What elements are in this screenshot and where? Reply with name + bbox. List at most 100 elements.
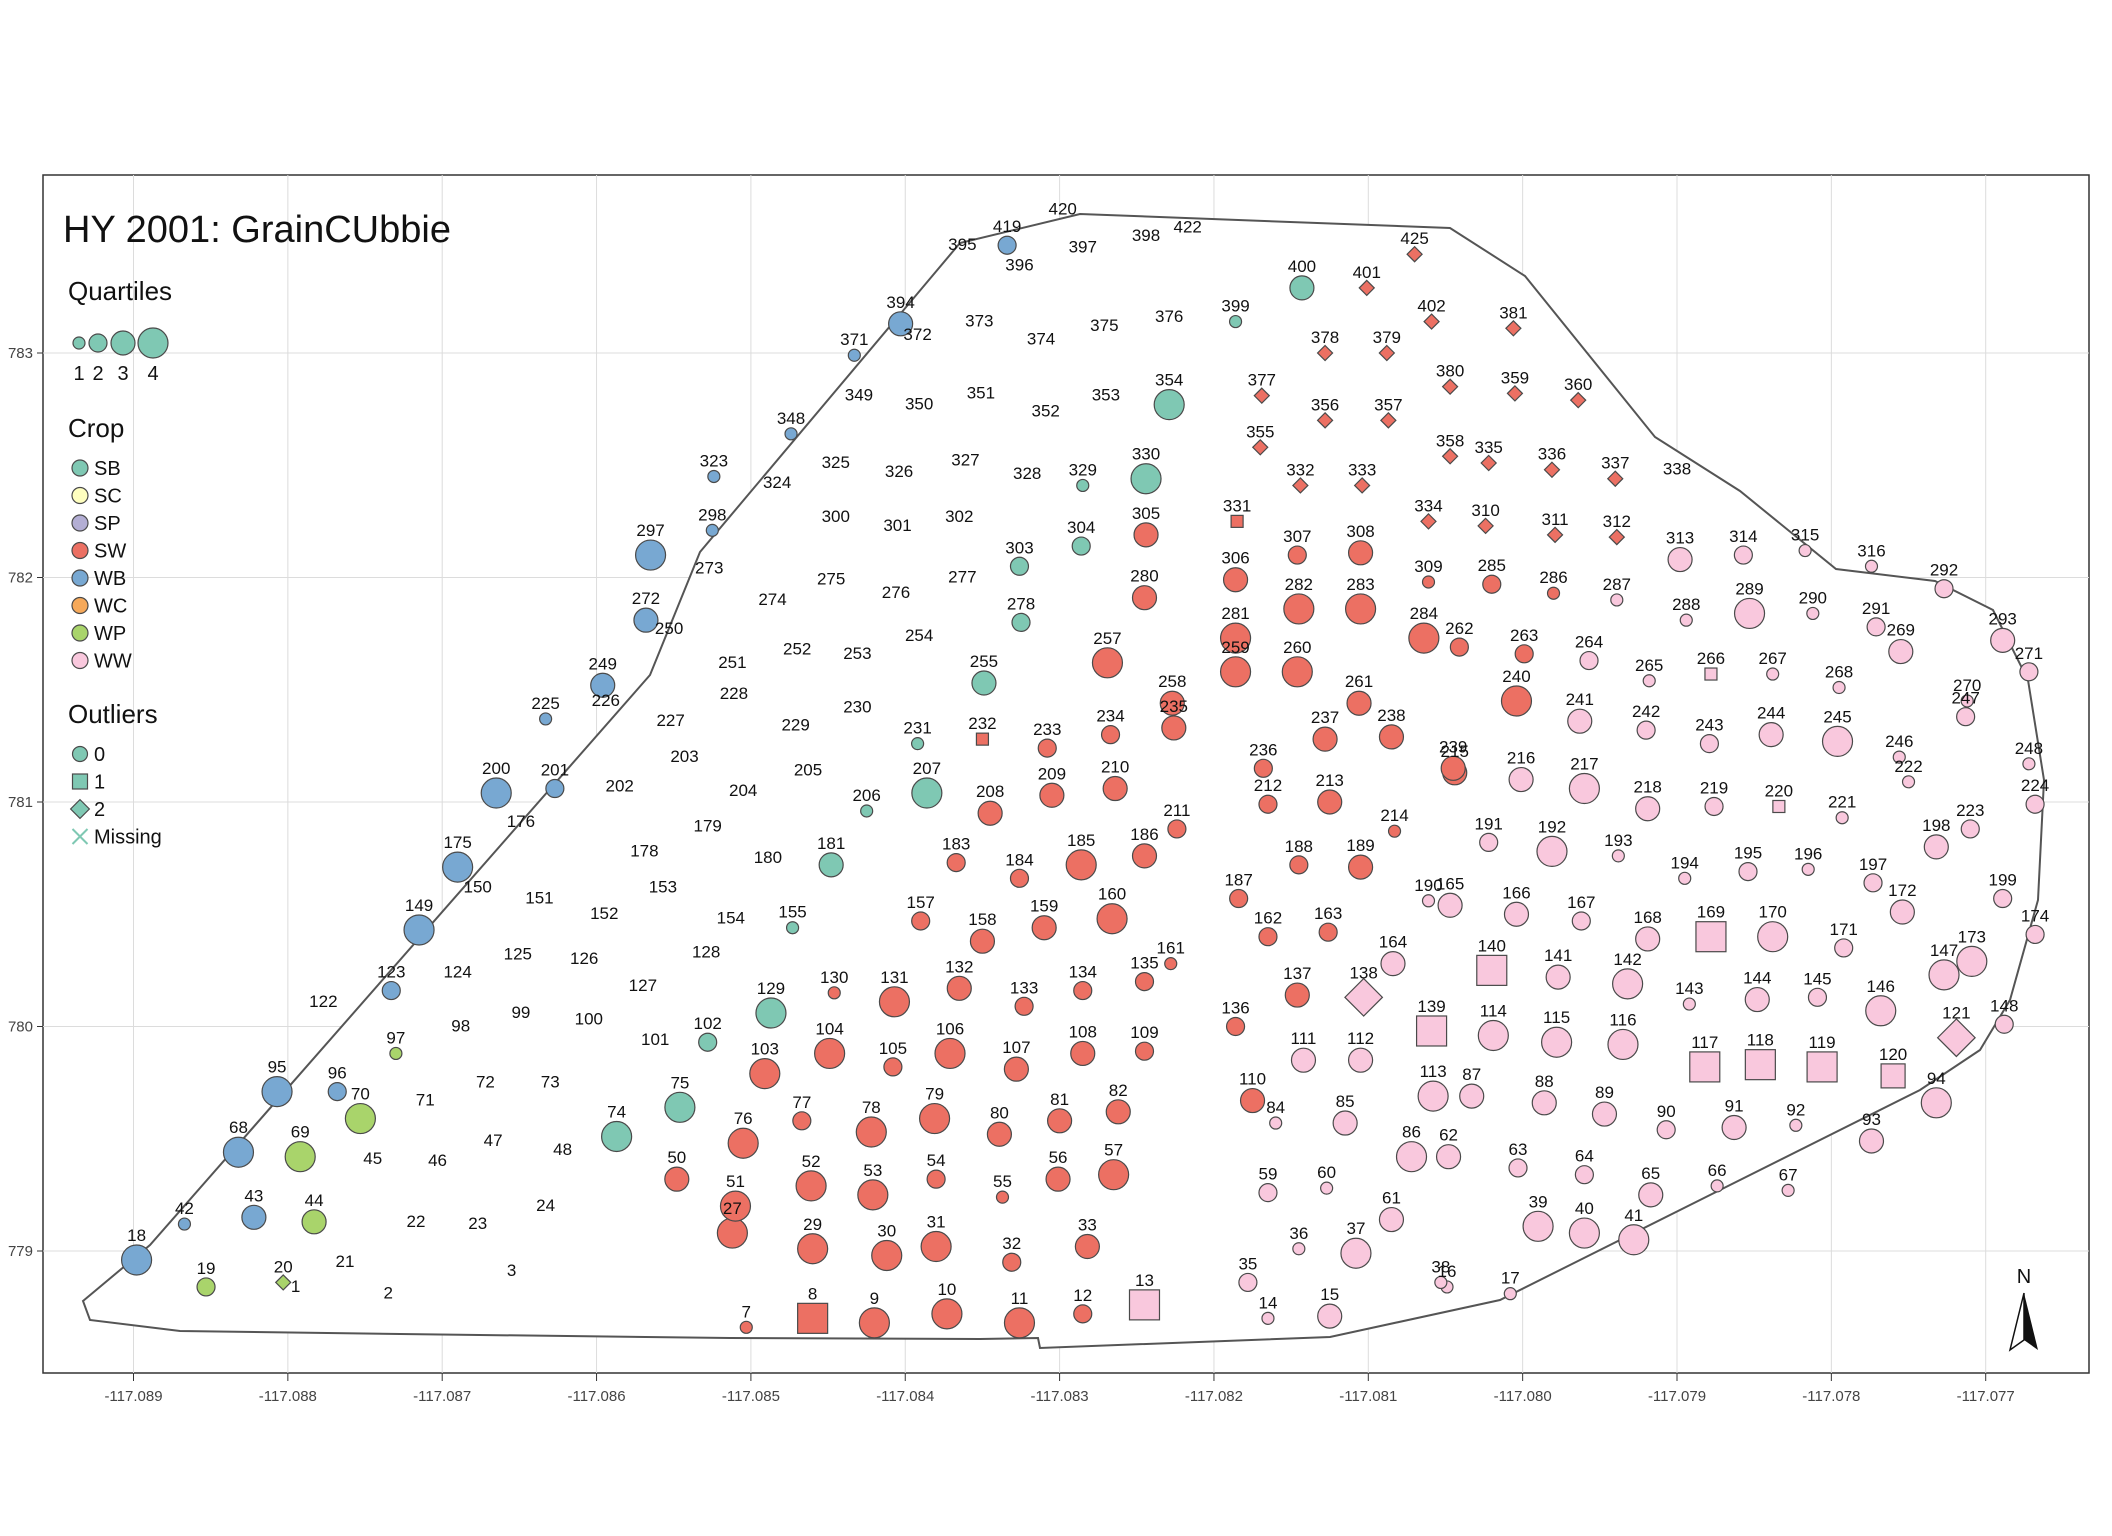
sample-label-47: 47 bbox=[484, 1131, 503, 1150]
sample-label-349: 349 bbox=[845, 386, 873, 405]
outlier-legend-key-missing bbox=[71, 828, 89, 845]
sample-label-140: 140 bbox=[1478, 936, 1506, 955]
sample-label-39: 39 bbox=[1529, 1192, 1548, 1211]
sample-point-68 bbox=[222, 1136, 255, 1168]
sample-point-86 bbox=[1395, 1141, 1428, 1173]
sample-point-330 bbox=[1130, 463, 1162, 495]
sample-label-100: 100 bbox=[575, 1010, 603, 1029]
sample-point-249 bbox=[590, 672, 616, 698]
sample-label-394: 394 bbox=[886, 293, 914, 312]
sample-label-73: 73 bbox=[541, 1073, 560, 1092]
sample-point-54 bbox=[926, 1169, 946, 1189]
sample-point-311 bbox=[1546, 526, 1564, 544]
sample-point-224 bbox=[2025, 794, 2045, 814]
sample-point-323 bbox=[707, 469, 721, 484]
sample-point-359 bbox=[1506, 385, 1524, 402]
sample-label-119: 119 bbox=[1809, 1033, 1836, 1052]
sample-label-130: 130 bbox=[820, 968, 848, 987]
sample-label-136: 136 bbox=[1221, 999, 1249, 1018]
sample-point-32 bbox=[1002, 1252, 1022, 1272]
sample-label-266: 266 bbox=[1697, 649, 1725, 668]
sample-label-2: 2 bbox=[383, 1284, 392, 1303]
sample-point-51 bbox=[719, 1190, 752, 1222]
sample-point-42 bbox=[177, 1217, 192, 1231]
sample-label-198: 198 bbox=[1922, 816, 1950, 835]
sample-point-378 bbox=[1316, 344, 1334, 362]
crop-legend-label-wp: WP bbox=[94, 623, 126, 645]
sample-point-305 bbox=[1133, 522, 1159, 548]
sample-point-213 bbox=[1317, 789, 1343, 815]
sample-label-85: 85 bbox=[1336, 1092, 1355, 1111]
sample-label-75: 75 bbox=[670, 1073, 689, 1092]
y-axis: 783 782 781 780 779 bbox=[8, 345, 43, 1260]
sample-label-43: 43 bbox=[244, 1186, 263, 1205]
sample-label-134: 134 bbox=[1069, 963, 1097, 982]
sample-label-42: 42 bbox=[175, 1199, 194, 1218]
sample-point-348 bbox=[784, 427, 798, 441]
sample-point-141 bbox=[1545, 964, 1571, 990]
sample-point-12 bbox=[1073, 1304, 1093, 1324]
x-tick-label: -117.083 bbox=[1031, 1388, 1089, 1405]
sample-label-174: 174 bbox=[2021, 906, 2049, 925]
sample-label-91: 91 bbox=[1725, 1097, 1744, 1116]
sample-label-357: 357 bbox=[1374, 395, 1402, 414]
sample-label-196: 196 bbox=[1794, 844, 1822, 863]
sample-label-154: 154 bbox=[717, 909, 745, 928]
sample-point-394 bbox=[888, 311, 914, 337]
sample-label-185: 185 bbox=[1067, 831, 1095, 850]
sample-point-184 bbox=[1009, 868, 1030, 888]
sample-label-3: 3 bbox=[507, 1261, 516, 1280]
quartile-legend-key-1 bbox=[72, 336, 86, 350]
sample-label-360: 360 bbox=[1564, 375, 1592, 394]
sample-point-290 bbox=[1806, 606, 1820, 621]
sample-label-122: 122 bbox=[309, 992, 337, 1011]
sample-label-166: 166 bbox=[1502, 883, 1530, 902]
sample-point-243 bbox=[1699, 734, 1720, 754]
x-tick-label: -117.086 bbox=[567, 1388, 625, 1405]
sample-point-20 bbox=[274, 1274, 292, 1291]
crop-legend: SB SC SP SW WB WC WP WW bbox=[71, 458, 132, 673]
sample-label-223: 223 bbox=[1956, 801, 1984, 820]
crop-legend-key-sc bbox=[71, 486, 89, 505]
sample-label-87: 87 bbox=[1462, 1065, 1481, 1084]
sample-label-72: 72 bbox=[476, 1073, 495, 1092]
sample-points bbox=[120, 235, 2045, 1339]
sample-label-112: 112 bbox=[1347, 1029, 1374, 1048]
sample-label-329: 329 bbox=[1069, 460, 1097, 479]
sample-label-162: 162 bbox=[1254, 909, 1282, 928]
sample-point-262 bbox=[1449, 637, 1469, 657]
sample-label-46: 46 bbox=[428, 1151, 447, 1170]
sample-label-395: 395 bbox=[948, 235, 976, 254]
sample-point-76 bbox=[727, 1127, 759, 1159]
sample-label-64: 64 bbox=[1575, 1147, 1594, 1166]
sample-label-169: 169 bbox=[1697, 903, 1725, 922]
sample-label-210: 210 bbox=[1101, 758, 1129, 777]
sample-point-115 bbox=[1541, 1026, 1573, 1058]
sample-label-278: 278 bbox=[1007, 594, 1035, 613]
sample-point-271 bbox=[2019, 662, 2039, 682]
sample-point-70 bbox=[344, 1102, 376, 1135]
sample-point-377 bbox=[1253, 387, 1271, 405]
sample-label-106: 106 bbox=[936, 1019, 964, 1038]
sample-label-272: 272 bbox=[632, 589, 660, 608]
sample-label-53: 53 bbox=[863, 1161, 882, 1180]
sample-point-292 bbox=[1934, 579, 1954, 599]
sample-point-270 bbox=[1960, 694, 1974, 708]
sample-label-372: 372 bbox=[903, 325, 931, 344]
sample-point-64 bbox=[1574, 1165, 1594, 1185]
sample-point-284 bbox=[1408, 622, 1440, 654]
x-tick-label: -117.085 bbox=[722, 1388, 780, 1405]
outliers-legend: 0 1 2 Missing bbox=[69, 744, 162, 849]
crop-legend-label-sc: SC bbox=[94, 486, 122, 508]
sample-point-145 bbox=[1807, 987, 1828, 1007]
sample-point-170 bbox=[1757, 921, 1789, 953]
sample-point-337 bbox=[1606, 470, 1624, 488]
sample-label-133: 133 bbox=[1010, 978, 1038, 997]
sample-label-44: 44 bbox=[305, 1191, 324, 1210]
sample-label-164: 164 bbox=[1379, 933, 1407, 952]
sample-label-289: 289 bbox=[1735, 579, 1763, 598]
sample-label-194: 194 bbox=[1671, 853, 1699, 872]
sample-label-189: 189 bbox=[1346, 836, 1374, 855]
